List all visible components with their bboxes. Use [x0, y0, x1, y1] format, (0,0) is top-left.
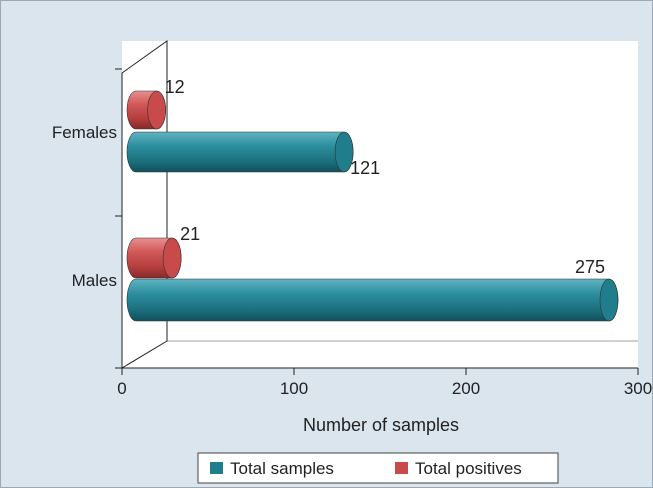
x-tick-label: 300	[624, 379, 652, 398]
legend-swatch-total-samples	[210, 462, 223, 474]
legend-label-total-positives: Total positives	[415, 459, 522, 478]
category-label: Males	[72, 271, 117, 290]
x-axis-ticks: 0 100 200 300	[117, 368, 652, 398]
category-labels: Females Males	[52, 123, 117, 290]
bar-end-cap	[600, 279, 618, 321]
category-label: Females	[52, 123, 117, 142]
bar-end-cap	[163, 238, 181, 278]
bar-end-cap	[148, 91, 166, 129]
x-tick-label: 200	[452, 379, 480, 398]
legend-label-total-samples: Total samples	[230, 459, 334, 478]
data-label: 21	[180, 224, 200, 244]
data-label: 275	[575, 257, 605, 277]
x-tick-label: 100	[280, 379, 308, 398]
x-tick-label: 0	[117, 379, 126, 398]
legend: Total samples Total positives	[198, 453, 558, 483]
bar-total-samples	[127, 279, 618, 321]
data-label: 12	[165, 77, 185, 97]
x-axis-title: Number of samples	[303, 415, 459, 435]
bar-total-samples	[127, 132, 353, 172]
data-label: 121	[350, 158, 380, 178]
legend-swatch-total-positives	[395, 462, 408, 474]
